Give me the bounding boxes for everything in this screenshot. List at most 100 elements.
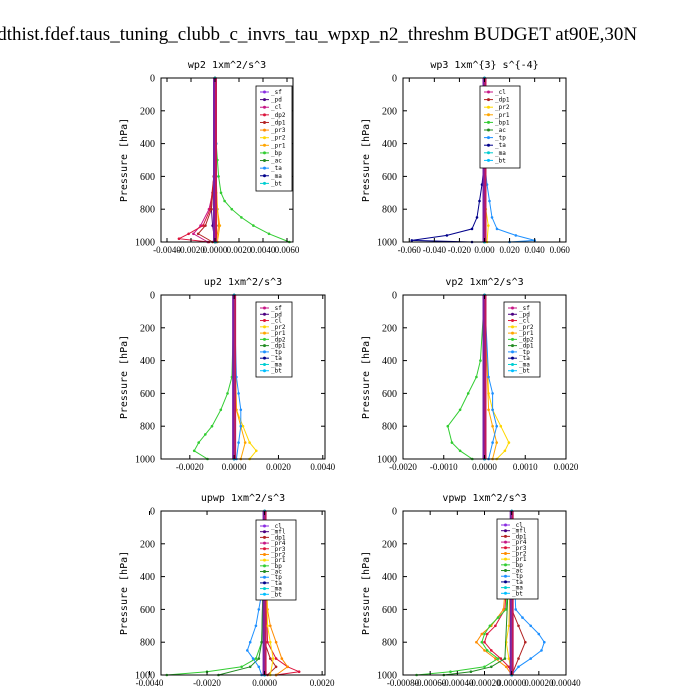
legend-marker bbox=[263, 90, 266, 94]
y-tick-label: 400 bbox=[140, 139, 155, 150]
data-point bbox=[204, 433, 207, 436]
legend-box bbox=[496, 518, 539, 600]
legend-label: _mfl bbox=[512, 528, 527, 535]
x-tick-label: 0.020 bbox=[499, 245, 520, 255]
legend-label: _pr1 bbox=[512, 556, 527, 563]
data-point bbox=[280, 657, 284, 660]
data-point bbox=[504, 665, 508, 669]
y-tick-label: 1000 bbox=[377, 671, 397, 682]
series-line-_bp bbox=[166, 510, 266, 676]
y-tick-label: 800 bbox=[140, 205, 155, 216]
data-point bbox=[197, 441, 200, 444]
legend-label: _bt bbox=[271, 368, 282, 375]
data-point bbox=[469, 670, 473, 673]
data-point bbox=[514, 234, 518, 237]
data-point bbox=[271, 657, 275, 660]
legend-marker bbox=[263, 547, 266, 551]
data-point bbox=[483, 665, 486, 669]
legend-label: _ta bbox=[271, 580, 282, 587]
legend-label: _bp bbox=[271, 150, 282, 157]
legend-label: _ta bbox=[271, 165, 282, 172]
y-tick-label: 800 bbox=[140, 422, 155, 433]
legend-label: _bt bbox=[512, 590, 523, 597]
legend-label: _pr2 bbox=[519, 324, 534, 331]
series-line-_dp2 bbox=[447, 294, 485, 460]
data-point bbox=[529, 657, 532, 660]
legend-label: _pr2 bbox=[271, 551, 286, 558]
legend-marker bbox=[504, 551, 507, 555]
panel-title: upwp 1xm^2/s^3 bbox=[201, 493, 285, 504]
legend-marker bbox=[263, 151, 266, 155]
data-point bbox=[483, 649, 486, 652]
legend-label: _ac bbox=[271, 158, 282, 165]
y-tick-label: 200 bbox=[140, 539, 155, 550]
data-point bbox=[248, 665, 252, 669]
data-point bbox=[449, 670, 452, 673]
x-tick-label: -0.0020 bbox=[389, 462, 417, 472]
y-axis-label: Pressure [hPa] bbox=[119, 551, 130, 635]
legend: _sf_pd_cl_pr2_pr1_dp2_dp1_tp_ta_ma_bt bbox=[255, 301, 293, 378]
data-point bbox=[192, 232, 195, 236]
legend-label: _tp bbox=[271, 574, 282, 581]
data-point bbox=[514, 608, 517, 611]
y-tick-label: 1000 bbox=[135, 455, 155, 466]
legend-label: _sf bbox=[271, 305, 282, 312]
y-tick-label: 400 bbox=[382, 572, 397, 583]
y-tick-label: 0 bbox=[150, 74, 155, 85]
legend-marker bbox=[511, 319, 514, 323]
legend-marker bbox=[487, 120, 490, 124]
x-tick-label: -0.00020 bbox=[468, 678, 501, 688]
panel-3: up2 1xm^2/s^3 Pressure [hPa] 0 200 400 600 800… bbox=[119, 277, 336, 472]
legend-label: _ma bbox=[495, 150, 506, 157]
series-line-_tp bbox=[511, 510, 545, 676]
legend-marker bbox=[511, 325, 514, 329]
legend-label: _sf bbox=[271, 89, 282, 96]
data-point bbox=[491, 408, 494, 412]
data-point bbox=[517, 624, 520, 628]
data-point bbox=[251, 657, 255, 660]
legend-label: _bt bbox=[519, 368, 530, 375]
data-point bbox=[266, 640, 269, 644]
data-point bbox=[192, 449, 196, 453]
data-point bbox=[494, 657, 497, 660]
legend-marker bbox=[263, 98, 266, 102]
data-point bbox=[485, 632, 489, 636]
legend-label: _ma bbox=[512, 585, 523, 592]
legend-label: _ma bbox=[519, 361, 530, 368]
legend-label: _cl bbox=[271, 104, 282, 111]
legend-marker bbox=[263, 369, 266, 373]
data-point bbox=[488, 199, 491, 203]
x-tick-label: 0.00020 bbox=[524, 678, 554, 688]
y-tick-label: 800 bbox=[382, 638, 397, 649]
legend-label: _ac bbox=[495, 127, 506, 134]
data-point bbox=[240, 216, 243, 219]
data-point bbox=[201, 224, 205, 227]
legend-marker bbox=[487, 151, 490, 155]
panel-6: vpwp 1xm^2/s^3 Pressure [hPa] 0 200 400 600 80… bbox=[361, 493, 581, 688]
legend-label: _pr3 bbox=[271, 127, 286, 134]
data-point bbox=[223, 199, 226, 203]
data-point bbox=[499, 657, 503, 660]
data-point bbox=[240, 665, 243, 669]
data-point bbox=[248, 640, 252, 644]
legend-label: _pd bbox=[519, 311, 530, 318]
y-axis-label: Pressure [hPa] bbox=[361, 118, 372, 202]
data-point bbox=[483, 640, 486, 644]
data-point bbox=[478, 199, 481, 203]
legend-marker bbox=[504, 523, 507, 527]
legend-marker bbox=[263, 337, 266, 341]
legend-label: _ma bbox=[271, 586, 282, 593]
legend-label: _bt bbox=[495, 157, 506, 164]
legend-label: _bp bbox=[271, 563, 282, 570]
data-point bbox=[495, 424, 499, 428]
legend-label: _ta bbox=[519, 355, 530, 362]
y-tick-label: 400 bbox=[382, 356, 397, 367]
data-point bbox=[507, 624, 511, 628]
data-point bbox=[196, 232, 200, 236]
legend-label: _dp1 bbox=[495, 97, 510, 104]
y-tick-label: 1000 bbox=[377, 455, 397, 466]
legend-marker bbox=[487, 113, 490, 117]
data-point bbox=[243, 441, 247, 444]
y-tick-label: 400 bbox=[382, 139, 397, 150]
data-point bbox=[502, 608, 505, 611]
